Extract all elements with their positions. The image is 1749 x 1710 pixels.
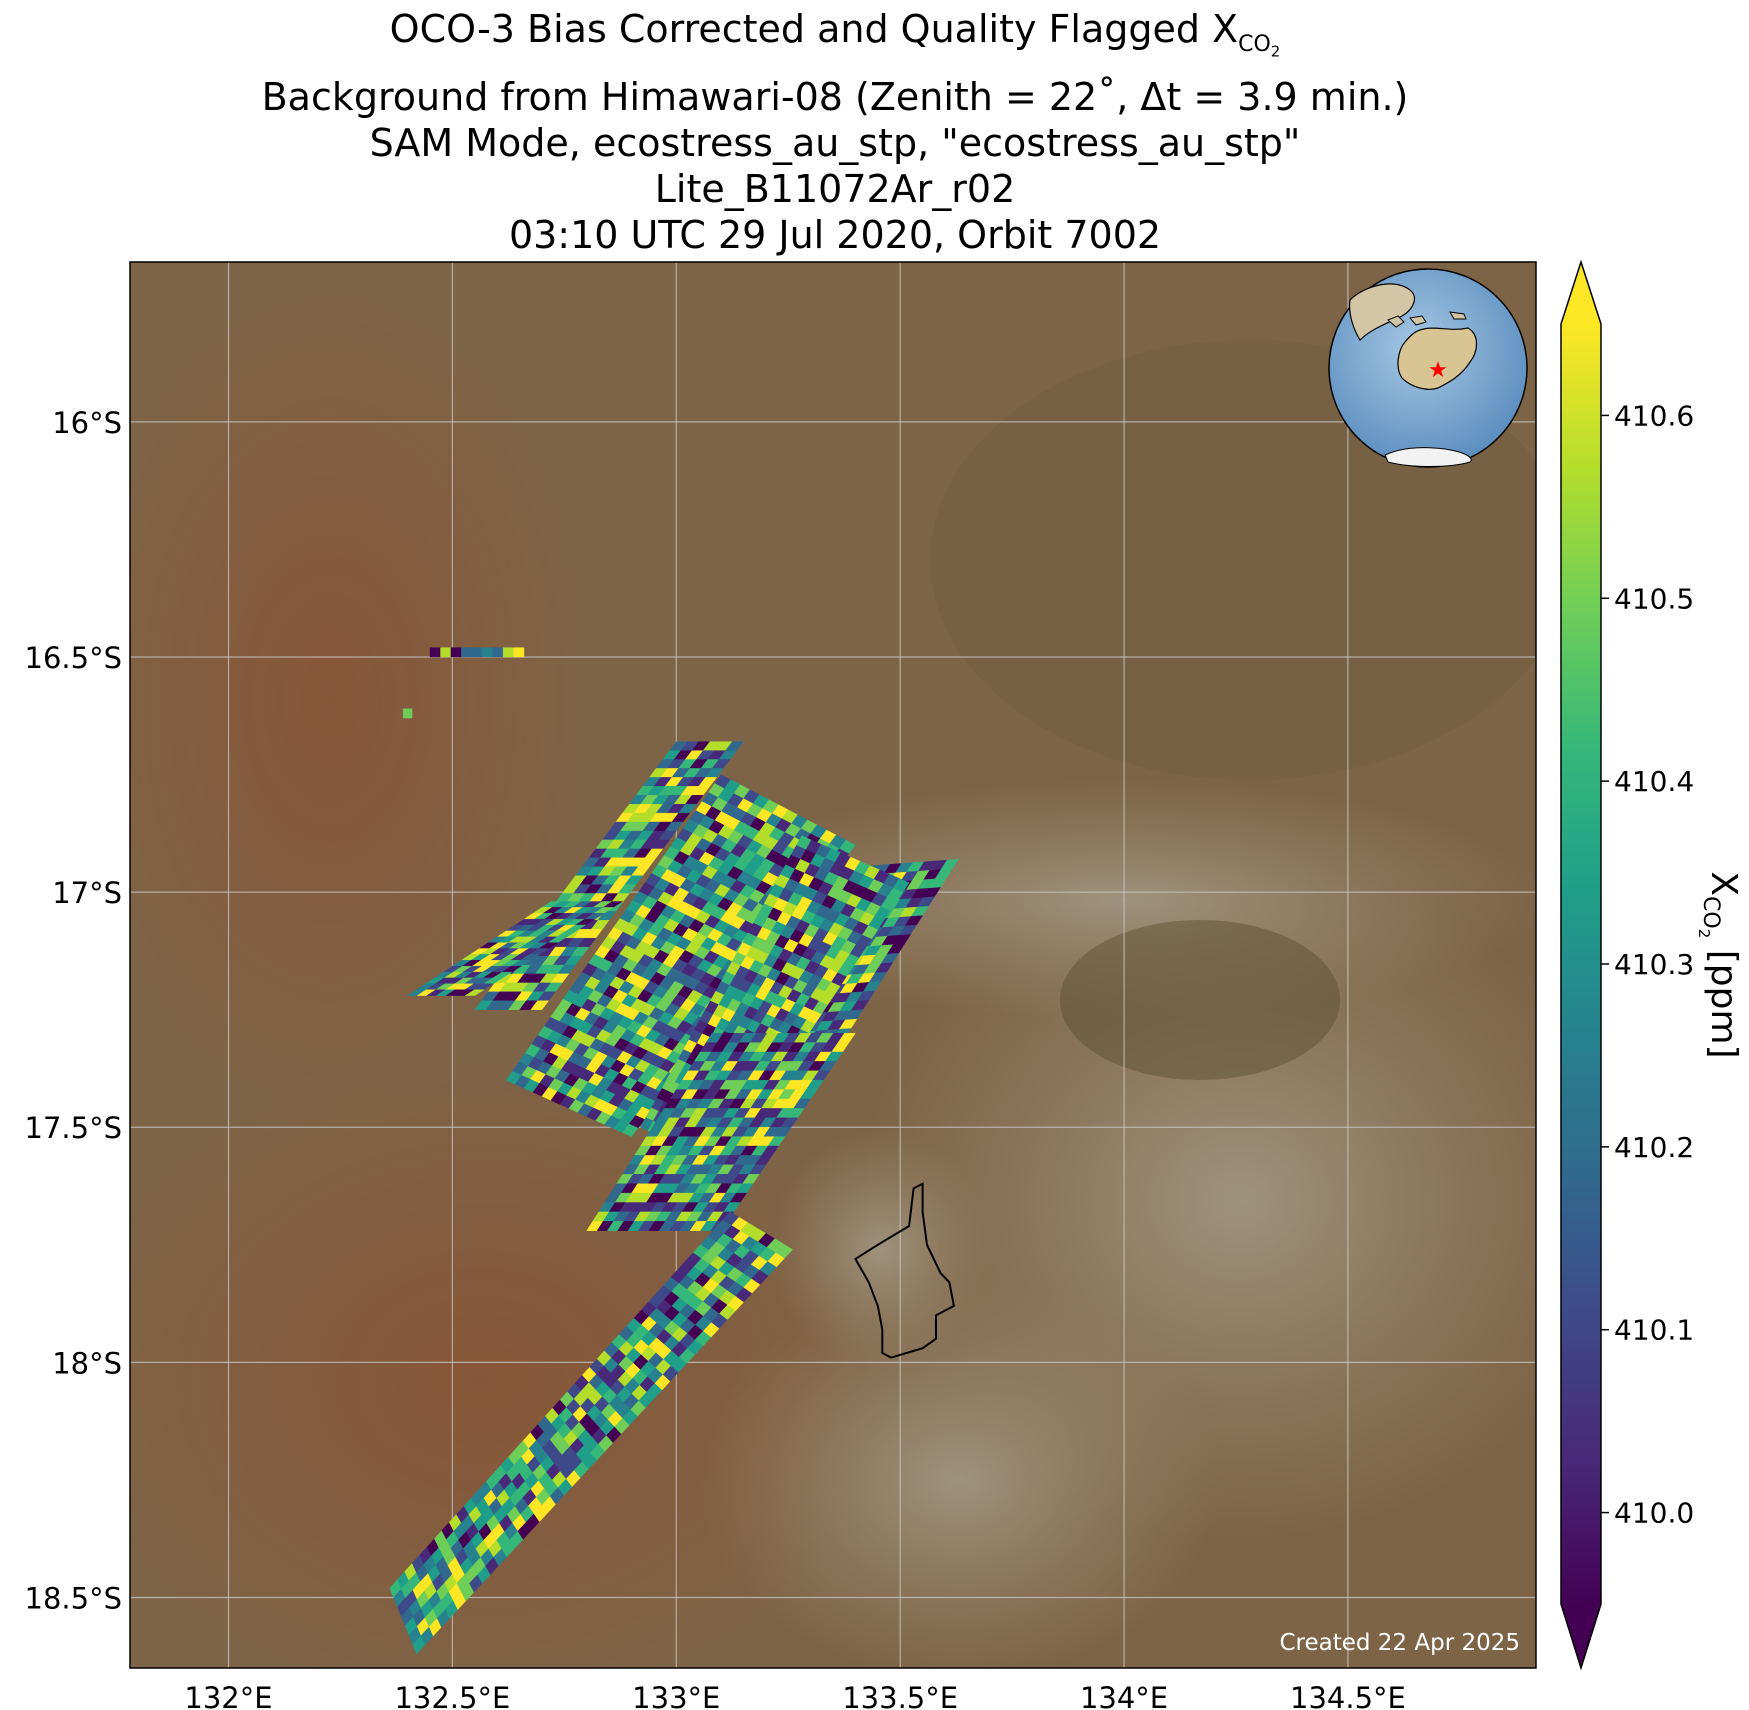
target-outline (854, 1182, 956, 1359)
sounding-cell (471, 647, 483, 658)
sounding-cell (530, 1000, 550, 1010)
globe-antarctica (1384, 447, 1472, 467)
globe-islands (1387, 311, 1467, 328)
longitude-tick-label: 134.5°E (1290, 1681, 1406, 1710)
location-star-icon: ★ (1428, 358, 1448, 383)
terrain-patch (130, 280, 590, 1120)
colorbar-tick-label: 410.6 (1614, 399, 1694, 432)
sounding-swath (402, 708, 413, 719)
colorbar-tick-label: 410.3 (1614, 948, 1694, 981)
title-line-4: Lite_B11072Ar_r02 (654, 166, 1016, 211)
map-panel: ★ Created 22 Apr 2025 (130, 262, 1536, 1668)
sounding-swath (389, 1211, 794, 1655)
latitude-tick-label: 17.5°S (25, 1111, 122, 1145)
sounding-cell (513, 647, 525, 658)
sounding-swath (406, 901, 624, 996)
terrain-patch (770, 1130, 990, 1370)
inset-globe: ★ (1328, 268, 1528, 468)
xco2-soundings (389, 647, 959, 1655)
sounding-cell (429, 647, 441, 658)
title-line-2: Background from Himawari-08 (Zenith = 22… (261, 74, 1409, 119)
terrain-patch (700, 780, 1536, 1020)
created-date: Created 22 Apr 2025 (1279, 1630, 1520, 1656)
sounding-cell (402, 708, 413, 719)
sounding-cell (482, 647, 493, 658)
longitude-tick-label: 132.5°E (394, 1681, 510, 1710)
colorbar-label: XCO2 [ppm] (1695, 871, 1744, 1058)
colorbar-tick-label: 410.4 (1614, 765, 1694, 798)
sounding-cell (492, 647, 504, 658)
title-line-1: OCO-3 Bias Corrected and Quality Flagged… (389, 7, 1281, 60)
longitude-tick-label: 133°E (632, 1681, 720, 1710)
latitude-tick-label: 18°S (52, 1346, 122, 1380)
latitude-axis: 16°S 16.5°S 17°S 17.5°S 18°S 18.5°S (25, 406, 122, 1616)
colorbar-extend-min (1561, 1604, 1601, 1668)
longitude-tick-label: 133.5°E (842, 1681, 958, 1710)
longitude-axis: 132°E 132.5°E 133°E 133.5°E 134°E 134.5°E (184, 1681, 1405, 1710)
latitude-tick-label: 17°S (52, 876, 122, 910)
sounding-cell (464, 989, 485, 996)
globe-australia (1397, 327, 1478, 390)
sounding-cell (502, 647, 514, 658)
longitude-tick-label: 134°E (1080, 1681, 1168, 1710)
colorbar-tick-label: 410.5 (1614, 582, 1694, 615)
sounding-cell (440, 647, 452, 658)
figure-title: OCO-3 Bias Corrected and Quality Flagged… (0, 6, 1670, 258)
sounding-cell (412, 1635, 425, 1655)
map-frame (129, 261, 1537, 1669)
latitude-tick-label: 16°S (52, 406, 122, 440)
colorbar-ticks: 410.0 410.1 410.2 410.3 410.4 410.5 410.6 (1601, 399, 1694, 1530)
colorbar-tick-label: 410.1 (1614, 1314, 1694, 1347)
graticule (130, 262, 1536, 1668)
colorbar-tick-label: 410.2 (1614, 1131, 1694, 1164)
title-line-5: 03:10 UTC 29 Jul 2020, Orbit 7002 (508, 212, 1162, 257)
sounding-cell (622, 1123, 639, 1137)
terrain-patch (700, 1280, 1220, 1668)
colorbar-gradient (1561, 324, 1601, 1604)
latitude-tick-label: 18.5°S (25, 1581, 122, 1615)
terrain-patch (1060, 920, 1340, 1080)
colorbar-extend-max (1561, 262, 1601, 324)
latitude-tick-label: 16.5°S (25, 641, 122, 675)
longitude-tick-label: 132°E (184, 1681, 272, 1710)
title-line-3: SAM Mode, ecostress_au_stp, "ecostress_a… (369, 120, 1301, 165)
colorbar: 410.0 410.1 410.2 410.3 410.4 410.5 410.6 XCO2… (1560, 259, 1744, 1671)
colorbar-outline (1560, 259, 1602, 1671)
sounding-cell (450, 647, 462, 658)
sounding-swath (429, 647, 525, 658)
colorbar-tick-label: 410.0 (1614, 1497, 1694, 1530)
sounding-cell (461, 647, 472, 658)
